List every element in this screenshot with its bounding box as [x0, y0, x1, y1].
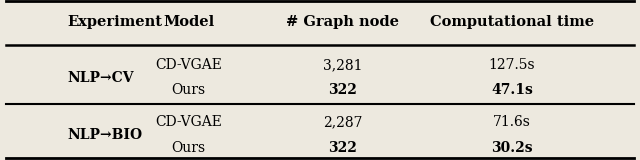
Text: Computational time: Computational time [430, 15, 594, 29]
Text: CD-VGAE: CD-VGAE [156, 115, 222, 129]
Text: 71.6s: 71.6s [493, 115, 531, 129]
Text: CD-VGAE: CD-VGAE [156, 58, 222, 72]
Text: NLP→CV: NLP→CV [67, 71, 134, 85]
Text: # Graph node: # Graph node [286, 15, 399, 29]
Text: 3,281: 3,281 [323, 58, 362, 72]
Text: Ours: Ours [172, 141, 206, 155]
Text: 322: 322 [328, 141, 357, 155]
Text: 30.2s: 30.2s [491, 141, 533, 155]
Text: 322: 322 [328, 83, 357, 97]
Text: Experiment: Experiment [67, 15, 162, 29]
Text: 127.5s: 127.5s [489, 58, 535, 72]
Text: 2,287: 2,287 [323, 115, 362, 129]
Text: Model: Model [163, 15, 214, 29]
Text: Ours: Ours [172, 83, 206, 97]
Text: 47.1s: 47.1s [491, 83, 533, 97]
Text: NLP→BIO: NLP→BIO [67, 128, 142, 142]
